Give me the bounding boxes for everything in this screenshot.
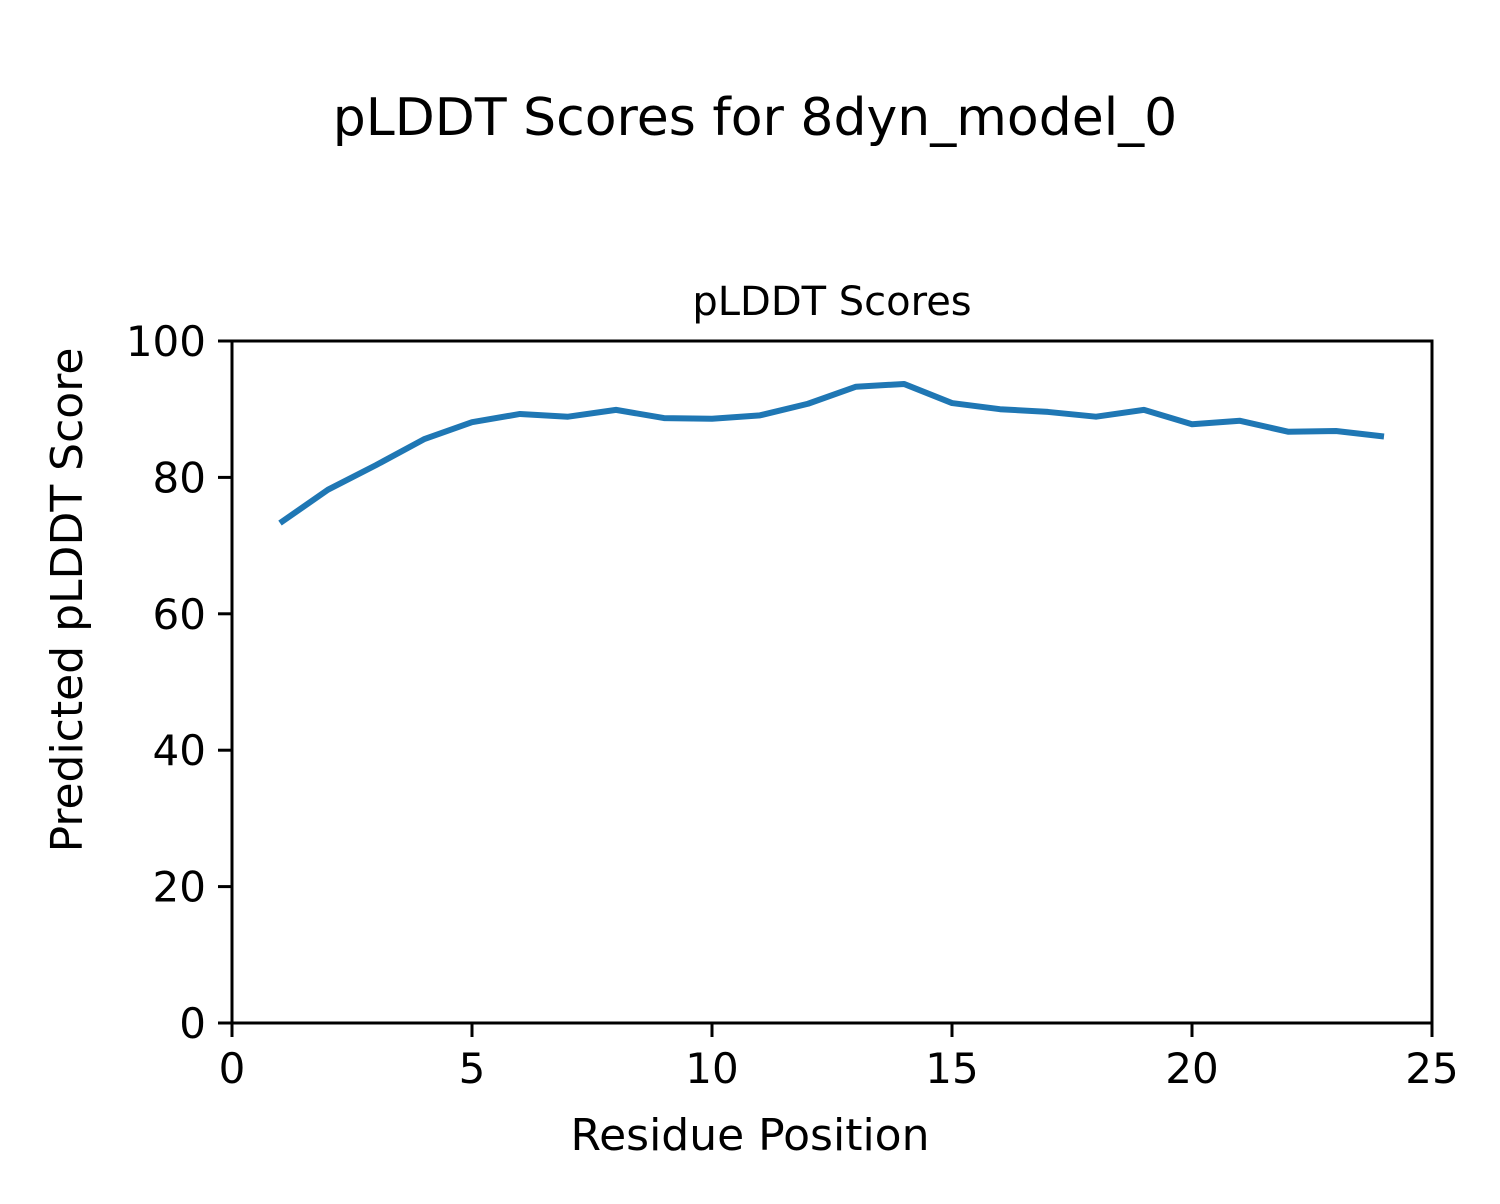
y-tick-label: 20 — [153, 863, 206, 912]
y-tick-label: 100 — [126, 317, 206, 366]
x-tick-label: 10 — [685, 1044, 738, 1093]
plddt-series-line — [278, 380, 1385, 526]
x-tick-label: 25 — [1405, 1044, 1458, 1093]
x-tick-label: 5 — [459, 1044, 486, 1093]
axes-spines — [230, 339, 1434, 1025]
y-tick-label: 80 — [153, 453, 206, 502]
figure-suptitle: pLDDT Scores for 8dyn_model_0 — [333, 88, 1177, 148]
y-tick-label: 40 — [153, 726, 206, 775]
x-axis-label: Residue Position — [570, 1110, 929, 1161]
x-tick-label: 20 — [1165, 1044, 1218, 1093]
x-tick-label: 15 — [925, 1044, 978, 1093]
plot-area: 0 5 10 15 20 25 0 20 40 60 80 100 — [126, 317, 1459, 1093]
y-tick-label: 0 — [179, 999, 206, 1048]
y-axis-label: Predicted pLDDT Score — [42, 348, 93, 853]
axes-title: pLDDT Scores — [692, 279, 971, 325]
x-tick-label: 0 — [219, 1044, 246, 1093]
y-tick-label: 60 — [153, 590, 206, 639]
